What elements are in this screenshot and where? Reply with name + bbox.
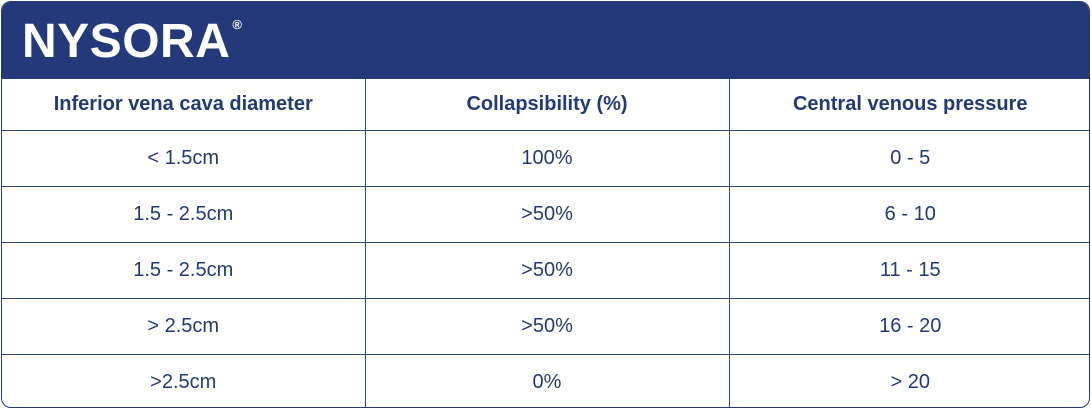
table-header-row: Inferior vena cava diameter Collapsibili…: [2, 79, 1089, 131]
table-row: 1.5 - 2.5cm >50% 11 - 15: [2, 242, 1089, 299]
cell-ivc-diameter: 1.5 - 2.5cm: [2, 242, 366, 299]
registered-mark: ®: [232, 17, 242, 32]
cell-cvp: 0 - 5: [728, 130, 1089, 187]
cell-collapsibility: >50%: [364, 242, 730, 299]
ivc-cvp-table: Inferior vena cava diameter Collapsibili…: [2, 79, 1089, 407]
cell-ivc-diameter: < 1.5cm: [2, 130, 366, 187]
table-row: < 1.5cm 100% 0 - 5: [2, 130, 1089, 187]
column-header-collapsibility: Collapsibility (%): [364, 79, 730, 131]
table-row: >2.5cm 0% > 20: [2, 354, 1089, 407]
cell-collapsibility: >50%: [364, 298, 730, 355]
cell-cvp: 16 - 20: [728, 298, 1089, 355]
table-row: > 2.5cm >50% 16 - 20: [2, 298, 1089, 355]
cell-cvp: > 20: [728, 354, 1089, 407]
cell-cvp: 11 - 15: [728, 242, 1089, 299]
cell-ivc-diameter: 1.5 - 2.5cm: [2, 186, 366, 243]
cell-collapsibility: >50%: [364, 186, 730, 243]
table-row: 1.5 - 2.5cm >50% 6 - 10: [2, 186, 1089, 243]
table-container: Inferior vena cava diameter Collapsibili…: [2, 79, 1089, 407]
nysora-logo: NYSORA ®: [22, 14, 242, 70]
column-header-cvp: Central venous pressure: [728, 79, 1089, 131]
brand-header: NYSORA ®: [2, 2, 1089, 79]
cell-cvp: 6 - 10: [728, 186, 1089, 243]
column-header-ivc-diameter: Inferior vena cava diameter: [2, 79, 366, 131]
cell-collapsibility: 100%: [364, 130, 730, 187]
cell-ivc-diameter: >2.5cm: [2, 354, 366, 407]
cell-ivc-diameter: > 2.5cm: [2, 298, 366, 355]
logo-text: NYSORA: [22, 15, 231, 68]
cell-collapsibility: 0%: [364, 354, 730, 407]
